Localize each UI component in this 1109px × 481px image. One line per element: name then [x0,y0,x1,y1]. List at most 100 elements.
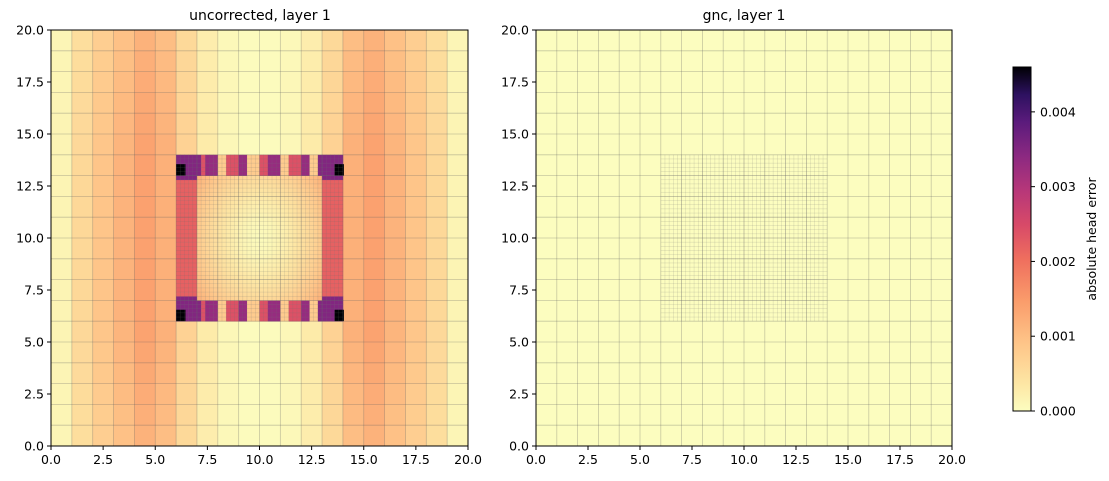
heatmap-cell [748,292,753,297]
heatmap-cell [810,254,816,260]
heatmap-cell [226,312,231,318]
heatmap-cell [710,225,716,230]
heatmap-cell [777,258,782,264]
heatmap-cell [288,304,294,310]
heatmap-cell [781,158,786,164]
heatmap-cell [685,196,691,201]
heatmap-cell [723,200,728,206]
heatmap-cell [694,154,699,160]
heatmap-cell [246,246,252,251]
heatmap-cell [196,242,202,247]
heatmap-cell [276,163,281,168]
heatmap-cell [205,179,210,185]
heatmap-cell [710,254,716,260]
heatmap-cell [272,225,277,230]
heatmap-cell [447,258,469,280]
heatmap-cell [242,287,248,293]
heatmap-cell [201,233,206,239]
heatmap-cell [230,292,235,297]
heatmap-cell [259,279,264,285]
heatmap-cell [798,275,803,280]
heatmap-cell [263,258,269,264]
heatmap-cell [781,171,786,176]
heatmap-cell [297,292,302,297]
heatmap-cell [322,287,327,293]
heatmap-cell [301,262,306,268]
heatmap-cell [180,154,185,160]
heatmap-cell [536,71,558,93]
heatmap-cell [706,163,712,168]
heatmap-cell [689,300,695,305]
heatmap-cell [334,262,340,268]
heatmap-cell [338,221,344,226]
heatmap-cell [230,208,235,214]
heatmap-cell [685,254,691,260]
heatmap-cell [814,287,820,293]
heatmap-cell [263,225,269,230]
heatmap-cell [313,279,319,285]
heatmap-cell [251,175,256,181]
heatmap-cell [798,304,803,310]
heatmap-cell [698,275,703,280]
heatmap-cell [702,254,707,260]
heatmap-cell [806,183,811,189]
heatmap-cell [669,258,674,264]
heatmap-cell [660,167,666,172]
heatmap-cell [301,300,306,305]
heatmap-cell [255,267,260,272]
heatmap-cell [242,171,248,176]
heatmap-cell [689,317,695,322]
heatmap-cell [313,229,319,235]
heatmap-cell [251,283,256,289]
heatmap-cell [823,175,828,181]
heatmap-cell [789,167,795,172]
heatmap-cell [313,275,319,280]
heatmap-cell [556,238,578,260]
heatmap-cell [180,283,185,289]
heatmap-cell [209,287,214,293]
right-y-axis: 0.02.55.07.510.012.515.017.520.0 [501,23,536,454]
heatmap-cell [727,188,732,193]
heatmap-cell [113,113,135,135]
heatmap-cell [681,283,687,289]
y-tick-label: 5.0 [509,335,529,350]
heatmap-cell [326,308,331,314]
heatmap-cell [226,300,231,305]
heatmap-cell [619,238,641,260]
heatmap-cell [698,200,703,206]
heatmap-cell [305,233,310,239]
heatmap-cell [292,163,298,168]
heatmap-cell [723,196,728,201]
heatmap-cell [426,238,448,260]
heatmap-cell [673,183,678,189]
heatmap-cell [536,196,558,218]
heatmap-cell [267,279,273,285]
heatmap-cell [192,171,198,176]
heatmap-cell [326,292,331,297]
heatmap-cell [217,296,223,301]
heatmap-cell [823,275,828,280]
heatmap-cell [685,292,691,297]
heatmap-cell [284,254,289,260]
heatmap-cell [689,283,695,289]
heatmap-cell [764,158,770,164]
heatmap-cell [640,342,662,364]
heatmap-cell [201,317,206,322]
heatmap-cell [267,250,273,255]
heatmap-cell [196,188,202,193]
heatmap-cell [217,308,223,314]
heatmap-cell [246,242,252,247]
heatmap-cell [777,242,782,247]
heatmap-cell [702,200,707,206]
heatmap-cell [685,171,691,176]
heatmap-cell [556,217,578,239]
heatmap-cell [764,383,786,405]
heatmap-cell [276,267,281,272]
heatmap-cell [280,425,302,447]
heatmap-cell [823,246,828,251]
heatmap-cell [284,283,289,289]
heatmap-cell [664,233,670,239]
heatmap-cell [756,271,761,276]
heatmap-cell [781,304,786,310]
heatmap-cell [785,229,791,235]
